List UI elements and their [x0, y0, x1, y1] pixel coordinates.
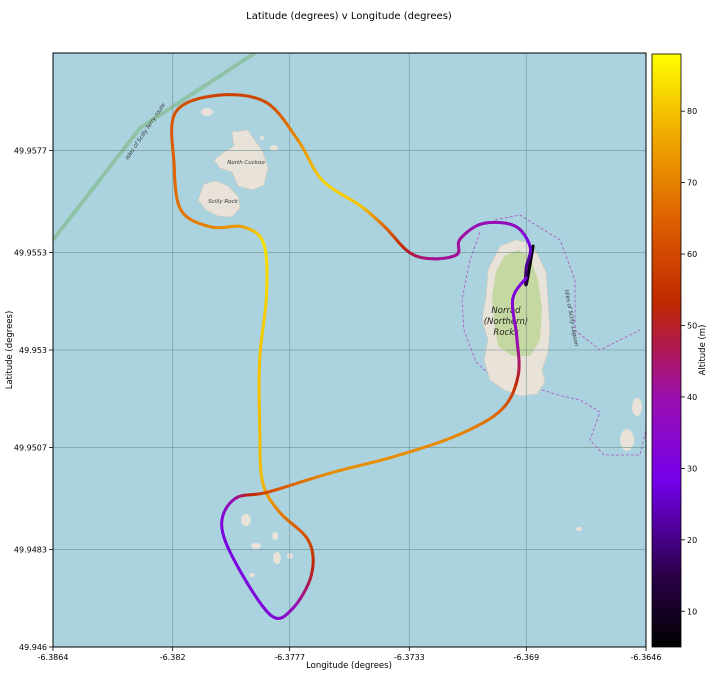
island-label-line3: Rocks	[493, 328, 519, 338]
island-label-line1: Norrad	[491, 306, 521, 316]
islet	[241, 514, 251, 526]
y-tick-label: 49.9553	[14, 248, 47, 257]
x-axis-label: Longitude (degrees)	[306, 661, 392, 671]
colorbar-tick-label: 50	[687, 321, 697, 330]
ferry-route	[53, 53, 257, 242]
scilly-rock-label: Scilly Rock	[208, 199, 238, 205]
islet	[632, 398, 642, 416]
colorbar-tick-label: 30	[687, 464, 697, 473]
y-tick-label: 49.9577	[14, 147, 47, 156]
x-tick-label: -6.3777	[274, 653, 305, 662]
colorbar-tick-label: 70	[687, 179, 697, 188]
x-tick-label: -6.3864	[38, 653, 69, 662]
north-cuckoo-label: North Cuckoo	[227, 160, 265, 166]
x-tick-label: -6.382	[160, 653, 186, 662]
x-tick-label: -6.369	[513, 653, 539, 662]
plot-area: Isles of Scilly ferry route North Cuckoo…	[53, 53, 646, 647]
colorbar-label: Altitude (m)	[698, 325, 708, 376]
x-tick-label: -6.3646	[631, 653, 662, 662]
islet	[620, 429, 634, 451]
scilly-rock-island	[197, 180, 241, 218]
islet	[260, 136, 264, 140]
y-axis: 49.946 49.9483 49.9507 49.953 49.9553 49.9577	[14, 147, 53, 652]
y-tick-label: 49.9483	[14, 545, 47, 554]
y-axis-label: Latitude (degrees)	[5, 311, 15, 390]
flight-path-segment	[241, 574, 250, 586]
chart-title: Latitude (degrees) v Longitude (degrees)	[246, 11, 452, 22]
islet	[576, 527, 582, 531]
islet	[273, 552, 281, 564]
colorbar-tick-label: 20	[687, 536, 697, 545]
islet	[270, 145, 278, 151]
colorbar-gradient	[651, 53, 682, 648]
colorbar-tick-label: 60	[687, 250, 697, 259]
flight-path-segment	[250, 589, 259, 601]
colorbar: 10 20 30 40 50 60 70 80 Altitude (m)	[651, 53, 708, 648]
colorbar-tick-label: 40	[687, 393, 697, 402]
island-label-line2: (Northern)	[484, 317, 529, 327]
x-axis: -6.3864 -6.382 -6.3777 -6.3733 -6.369 -6.3646	[38, 647, 662, 662]
flight-path-segment	[246, 582, 254, 593]
y-tick-label: 49.9507	[14, 444, 47, 453]
islet	[201, 108, 213, 116]
flight-path	[170, 93, 535, 620]
norrad-rocks-vegetation	[492, 250, 542, 356]
y-tick-label: 49.946	[19, 643, 47, 652]
colorbar-ticks: 10 20 30 40 50 60 70 80	[681, 107, 697, 616]
islet	[249, 573, 255, 577]
colorbar-tick-label: 10	[687, 607, 697, 616]
y-tick-label: 49.953	[19, 346, 47, 355]
x-tick-label: -6.3733	[394, 653, 425, 662]
flight-path-segment	[523, 276, 528, 281]
north-cuckoo-island	[213, 129, 269, 191]
islet	[251, 543, 261, 549]
colorbar-tick-label: 80	[687, 107, 697, 116]
islet	[272, 532, 278, 540]
